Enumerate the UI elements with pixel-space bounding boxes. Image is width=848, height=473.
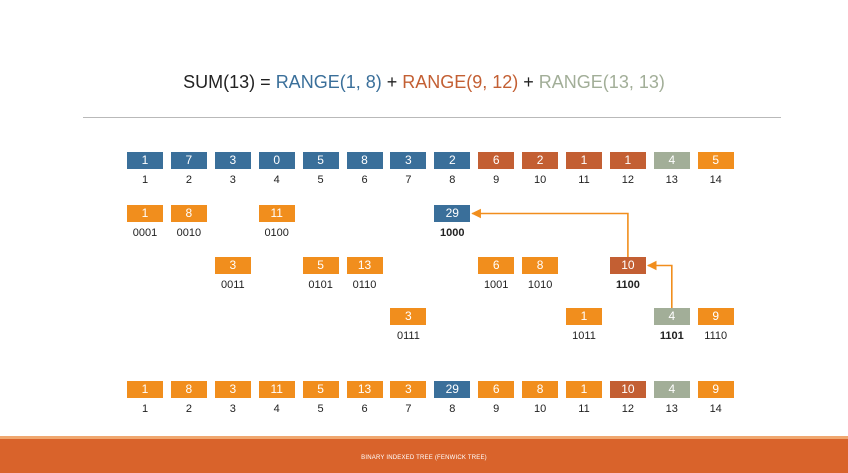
input-array-index: 13 xyxy=(665,174,678,186)
fenwick-array-index: 13 xyxy=(665,403,678,415)
fenwick-array-cell: 8 xyxy=(170,381,207,398)
input-array-index: 1 xyxy=(141,174,149,186)
divider-line xyxy=(83,117,781,118)
tree-node-binary-label: 0110 xyxy=(352,279,377,291)
query-arrow xyxy=(646,260,673,308)
fenwick-array-index: 6 xyxy=(361,403,368,415)
tree-node-binary-label: 0001 xyxy=(132,227,158,239)
fenwick-array-cell: 9 xyxy=(697,381,734,398)
fenwick-array-index: 3 xyxy=(229,403,236,415)
input-array-cell: 2 xyxy=(434,152,471,169)
tree-node-binary-label: 1000 xyxy=(440,227,465,239)
input-array-index: 8 xyxy=(449,174,456,186)
fenwick-array-cell: 3 xyxy=(390,381,427,398)
formula-range-9-12: RANGE(9, 12) xyxy=(402,72,519,92)
fenwick-array-cell: 8 xyxy=(522,381,559,398)
tree-node: 8 xyxy=(170,205,207,222)
tree-node: 13 xyxy=(346,257,383,274)
tree-node-binary-label: 1100 xyxy=(615,279,640,291)
input-array-index: 10 xyxy=(533,174,547,186)
fenwick-array-index: 2 xyxy=(185,403,192,415)
input-array-cell: 3 xyxy=(214,152,251,169)
tree-node-binary-label: 1101 xyxy=(659,330,684,342)
fenwick-array-cell: 4 xyxy=(653,381,690,398)
fenwick-array-cell: 11 xyxy=(258,381,295,398)
tree-node: 5 xyxy=(302,257,339,274)
input-array-index: 3 xyxy=(229,174,236,186)
tree-node: 3 xyxy=(214,257,251,274)
input-array-cell: 1 xyxy=(609,152,646,169)
input-array-cell: 1 xyxy=(566,152,602,169)
fenwick-array-index: 7 xyxy=(405,403,412,415)
input-array-cell: 5 xyxy=(697,152,734,169)
input-array-index: 2 xyxy=(185,174,192,186)
tree-node: 10 xyxy=(609,257,646,274)
tree-node-binary-label: 1010 xyxy=(527,279,553,291)
tree-node-binary-label: 0101 xyxy=(308,279,333,291)
query-arrow xyxy=(471,208,629,257)
tree-node-binary-label: 0011 xyxy=(220,279,245,291)
sum-formula: SUM(13) = RANGE(1, 8) + RANGE(9, 12) + R… xyxy=(0,72,848,93)
tree-node: 4 xyxy=(653,308,690,325)
input-array-cell: 7 xyxy=(170,152,207,169)
formula-range-13-13: RANGE(13, 13) xyxy=(538,72,665,92)
tree-node-binary-label: 0010 xyxy=(176,227,202,239)
fenwick-array-cell: 3 xyxy=(214,381,251,398)
formula-plus: + xyxy=(381,72,403,92)
tree-node: 29 xyxy=(434,205,471,222)
footer-bar xyxy=(0,436,848,473)
input-array-cell: 1 xyxy=(127,152,163,169)
tree-node: 11 xyxy=(258,205,295,222)
fenwick-array-index: 14 xyxy=(709,403,722,415)
input-array-cell: 5 xyxy=(302,152,339,169)
input-array-cell: 4 xyxy=(653,152,690,169)
input-array-index: 11 xyxy=(578,174,590,186)
fenwick-array-cell: 10 xyxy=(609,381,646,398)
input-array-index: 7 xyxy=(405,174,412,186)
fenwick-array-cell: 1 xyxy=(566,381,602,398)
formula-range-1-8: RANGE(1, 8) xyxy=(275,72,382,92)
fenwick-array-index: 5 xyxy=(317,403,324,415)
tree-node: 6 xyxy=(478,257,515,274)
input-array-index: 5 xyxy=(317,174,324,186)
tree-node-binary-label: 0100 xyxy=(264,227,289,239)
fenwick-array-cell: 1 xyxy=(127,381,163,398)
tree-node: 3 xyxy=(390,308,427,325)
tree-node: 9 xyxy=(697,308,734,325)
fenwick-array-cell: 13 xyxy=(346,381,383,398)
tree-node: 8 xyxy=(522,257,559,274)
fenwick-array-index: 12 xyxy=(621,403,635,415)
tree-node: 1 xyxy=(127,205,163,222)
tree-node-binary-label: 0111 xyxy=(396,330,420,342)
fenwick-array-index: 9 xyxy=(493,403,500,415)
tree-node: 1 xyxy=(566,308,602,325)
input-array-index: 4 xyxy=(273,174,280,186)
tree-node-binary-label: 1110 xyxy=(704,330,728,342)
input-array-index: 14 xyxy=(709,174,722,186)
tree-node-binary-label: 1001 xyxy=(483,279,509,291)
tree-node-binary-label: 1011 xyxy=(572,330,596,342)
footer-title: BINARY INDEXED TREE (FENWICK TREE) xyxy=(361,455,487,461)
fenwick-array-cell: 5 xyxy=(302,381,339,398)
input-array-index: 9 xyxy=(493,174,500,186)
input-array-index: 12 xyxy=(621,174,635,186)
formula-lhs: SUM(13) = xyxy=(183,72,276,92)
footer-accent-line xyxy=(0,436,848,439)
formula-plus: + xyxy=(518,72,539,92)
fenwick-array-index: 1 xyxy=(141,403,149,415)
input-array-cell: 2 xyxy=(522,152,559,169)
input-array-cell: 3 xyxy=(390,152,427,169)
fenwick-array-index: 8 xyxy=(449,403,456,415)
input-array-cell: 0 xyxy=(258,152,295,169)
fenwick-array-index: 11 xyxy=(578,403,590,415)
fenwick-array-index: 4 xyxy=(273,403,280,415)
fenwick-array-cell: 29 xyxy=(434,381,471,398)
input-array-index: 6 xyxy=(361,174,368,186)
input-array-cell: 6 xyxy=(478,152,515,169)
fenwick-array-index: 10 xyxy=(533,403,547,415)
fenwick-array-cell: 6 xyxy=(478,381,515,398)
input-array-cell: 8 xyxy=(346,152,383,169)
